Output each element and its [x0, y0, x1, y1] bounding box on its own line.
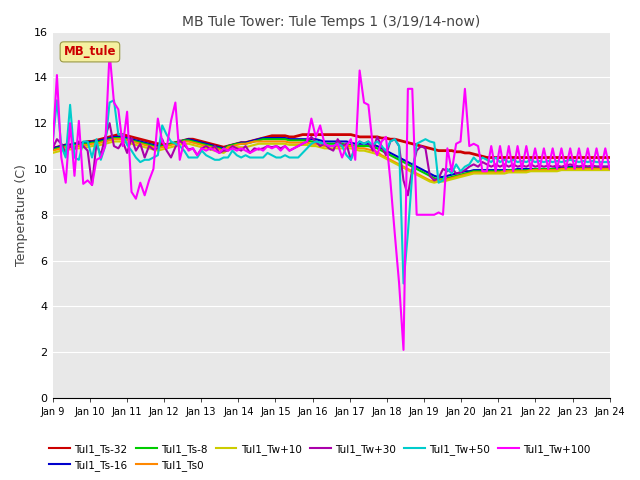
Y-axis label: Temperature (C): Temperature (C)	[15, 164, 28, 266]
Legend: Tul1_Ts-32, Tul1_Ts-16, Tul1_Ts-8, Tul1_Ts0, Tul1_Tw+10, Tul1_Tw+30, Tul1_Tw+50,: Tul1_Ts-32, Tul1_Ts-16, Tul1_Ts-8, Tul1_…	[45, 439, 595, 475]
Text: MB_tule: MB_tule	[64, 46, 116, 59]
Title: MB Tule Tower: Tule Temps 1 (3/19/14-now): MB Tule Tower: Tule Temps 1 (3/19/14-now…	[182, 15, 480, 29]
